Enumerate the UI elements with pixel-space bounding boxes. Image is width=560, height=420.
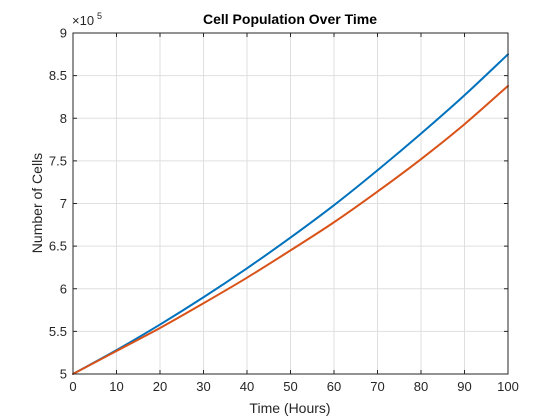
x-tick-label: 20	[153, 379, 167, 394]
series-line-1	[72, 53, 509, 375]
y-tick-label: 7	[60, 196, 67, 211]
y-axis-ticks: 5 5.5 6 6.5 7 7.5 8 8.5 9	[49, 26, 508, 382]
x-tick-label: 30	[196, 379, 210, 394]
series-line-2	[72, 84, 509, 375]
chart-title: Cell Population Over Time	[203, 11, 377, 27]
y-multiplier-exponent: 5	[97, 11, 102, 21]
x-tick-label: 0	[69, 379, 76, 394]
y-tick-label: 9	[60, 26, 67, 41]
y-multiplier-base: ×10	[72, 13, 94, 28]
y-tick-label: 6.5	[49, 239, 67, 254]
grid-lines	[73, 33, 508, 374]
y-tick-label: 8	[60, 111, 67, 126]
x-tick-label: 70	[370, 379, 384, 394]
y-tick-label: 8.5	[49, 68, 67, 83]
y-tick-label: 7.5	[49, 153, 67, 168]
x-axis-ticks: 0 10 20 30 40 50 60 70 80 90 100	[69, 33, 519, 394]
x-tick-label: 50	[283, 379, 297, 394]
y-axis-label: Number of Cells	[29, 153, 45, 253]
y-tick-label: 5.5	[49, 324, 67, 339]
y-axis-multiplier: ×10 5	[72, 11, 102, 28]
x-tick-label: 40	[240, 379, 254, 394]
x-tick-label: 90	[457, 379, 471, 394]
series-layer	[72, 53, 509, 375]
y-tick-label: 6	[60, 281, 67, 296]
x-tick-label: 10	[109, 379, 123, 394]
y-tick-label: 5	[60, 367, 67, 382]
x-tick-label: 80	[414, 379, 428, 394]
x-tick-label: 100	[497, 379, 519, 394]
x-axis-label: Time (Hours)	[249, 400, 330, 416]
x-tick-label: 60	[327, 379, 341, 394]
